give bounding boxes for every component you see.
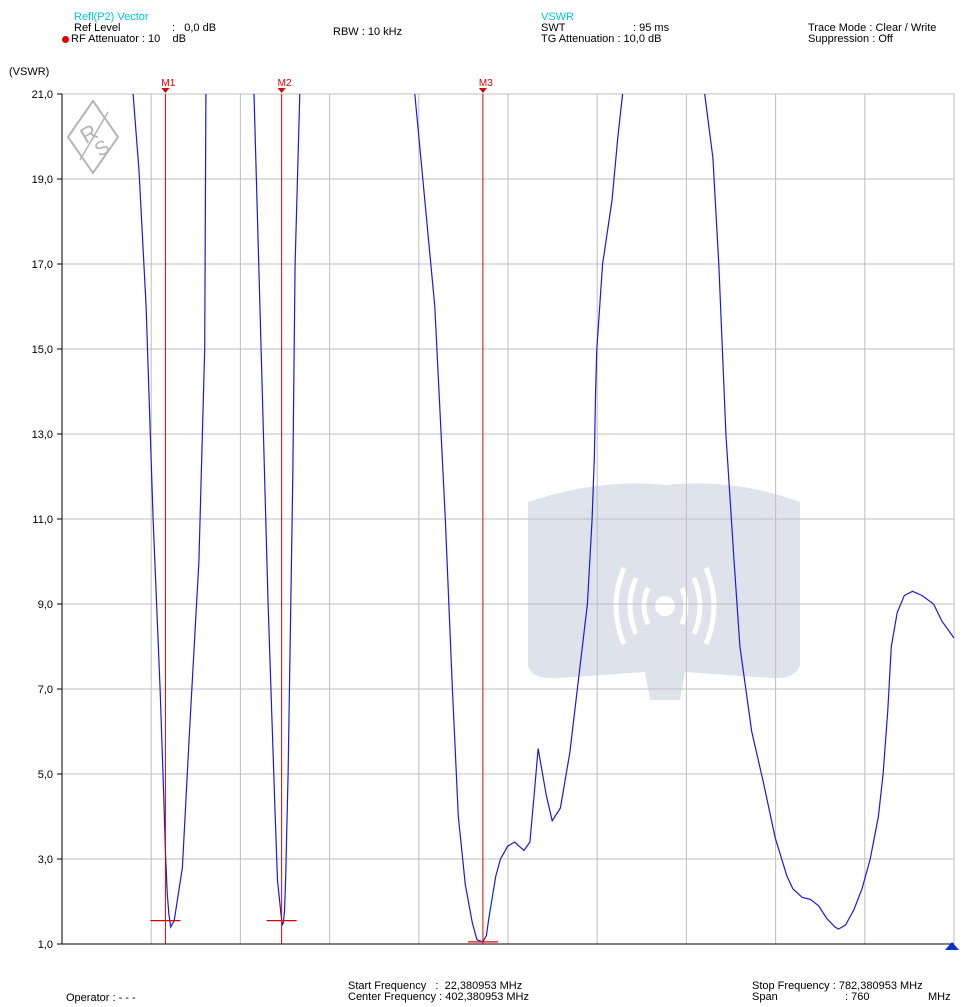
y-tick-label: 21,0: [32, 89, 53, 101]
y-tick-label: 5,0: [38, 769, 53, 781]
y-tick-label: 11,0: [32, 514, 53, 526]
y-tick-label: 3,0: [38, 854, 53, 866]
operator-label: Operator : - - -: [66, 992, 136, 1004]
y-tick-label: 17,0: [32, 259, 53, 271]
span-value: : 760: [845, 991, 870, 1003]
stop-frequency: Stop Frequency : 782,380953 MHz: [752, 980, 923, 992]
tg-attenuation: TG Attenuation : 10,0 dB: [541, 33, 662, 45]
center-frequency: Center Frequency : 402,380953 MHz: [348, 991, 529, 1003]
rs-logo: R S: [66, 99, 120, 175]
plot-area: [132, 93, 955, 943]
marker-triangle-icon[interactable]: [161, 88, 170, 93]
marker-label[interactable]: M3: [479, 78, 493, 89]
vswr-trace: [132, 93, 955, 943]
ref-level-value: : 0,0 dB: [172, 22, 217, 34]
status-dot-icon: [62, 35, 69, 43]
mode-title: VSWR: [541, 11, 574, 23]
watermark-logo: [528, 483, 800, 700]
span-unit: MHz: [928, 991, 951, 1003]
marker-triangle-icon[interactable]: [277, 88, 286, 93]
rbw-label: RBW : 10 kHz: [333, 26, 403, 38]
suppression: Suppression : Off: [808, 33, 893, 45]
y-tick-label: 13,0: [32, 429, 53, 441]
ref-level-label: Ref Level: [74, 22, 121, 34]
y-tick-label: 7,0: [38, 684, 53, 696]
y-axis-ticks: 1,0 3,0 5,0 7,0 9,0 11,0 13,0 15,0 17,0 19,0 21,0: [32, 89, 62, 951]
rf-attenuator: RF Attenuator : 10 dB: [62, 33, 186, 45]
trace-mode: Trace Mode : Clear / Write: [808, 22, 937, 34]
y-tick-label: 15,0: [32, 344, 53, 356]
marker-label[interactable]: M1: [161, 78, 175, 89]
y-tick-label: 9,0: [38, 599, 53, 611]
y-axis-label: (VSWR): [9, 66, 49, 78]
y-tick-label: 19,0: [32, 174, 53, 186]
chart-grid: [61, 93, 955, 945]
markers[interactable]: M1 M2 M3: [150, 78, 498, 944]
span-label: Span: [752, 991, 778, 1003]
marker-triangle-icon[interactable]: [478, 88, 487, 93]
swt-label: SWT: [541, 22, 566, 34]
rf-attenuator-text: RF Attenuator : 10 dB: [71, 33, 186, 45]
y-tick-label: 1,0: [38, 939, 53, 951]
scroll-triangle-icon[interactable]: [945, 942, 959, 950]
trace-title: Refl(P2) Vector: [74, 11, 149, 23]
vswr-chart[interactable]: (VSWR) R S 1,0 3,0 5,0 7,0 9,0 11,0 13,0 15,0 17…: [0, 0, 965, 975]
marker-label[interactable]: M2: [278, 78, 292, 89]
start-frequency: Start Frequency : 22,380953 MHz: [348, 980, 523, 992]
swt-value: : 95 ms: [633, 22, 670, 34]
